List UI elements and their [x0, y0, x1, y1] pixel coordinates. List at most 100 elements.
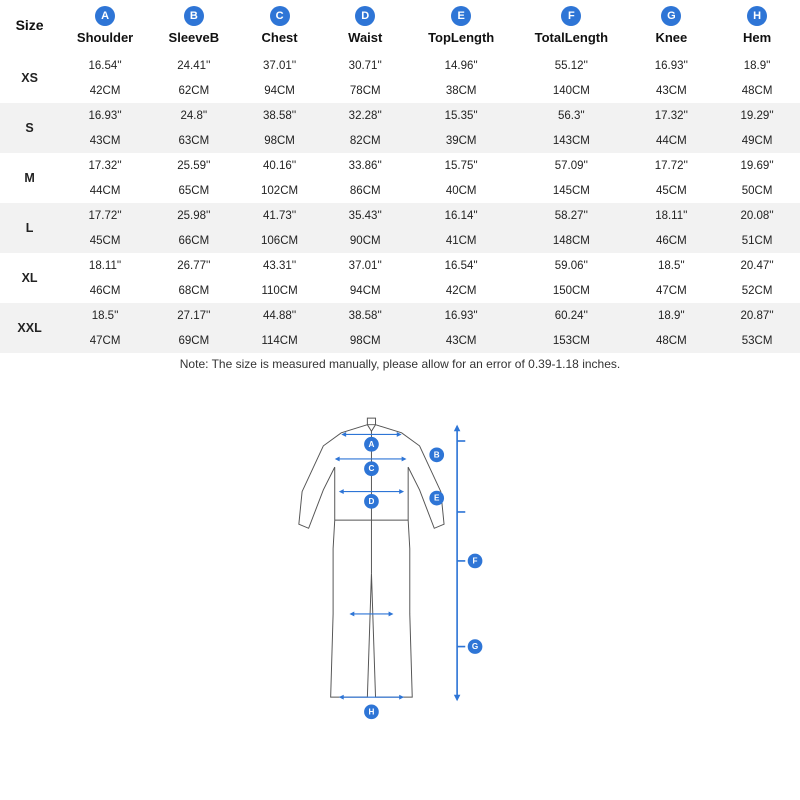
measure-inch-cell: 18.9'': [629, 303, 715, 328]
measure-inch-cell: 25.98'': [151, 203, 237, 228]
measure-cm-cell: 52CM: [714, 278, 800, 303]
col-header: F TotalLength: [514, 0, 628, 53]
col-badge: E: [451, 6, 471, 26]
measurement-ruler: [454, 425, 465, 702]
col-header: A Shoulder: [59, 0, 151, 53]
size-table-body: XS16.54''24.41''37.01''30.71''14.96''55.…: [0, 53, 800, 353]
measure-cm-cell: 66CM: [151, 228, 237, 253]
measure-cm-cell: 78CM: [322, 78, 408, 103]
measure-cm-cell: 40CM: [408, 178, 514, 203]
table-row: 42CM62CM94CM78CM38CM140CM43CM48CM: [0, 78, 800, 103]
measure-cm-cell: 44CM: [59, 178, 151, 203]
col-header: DWaist: [322, 0, 408, 53]
measure-inch-cell: 38.58'': [322, 303, 408, 328]
measure-inch-cell: 18.11'': [59, 253, 151, 278]
measure-cm-cell: 143CM: [514, 128, 628, 153]
measure-cm-cell: 94CM: [322, 278, 408, 303]
measure-cm-cell: 45CM: [59, 228, 151, 253]
col-label: Hem: [716, 30, 798, 45]
col-label: Shoulder: [61, 30, 149, 45]
measure-inch-cell: 40.16'': [237, 153, 323, 178]
measure-inch-cell: 30.71'': [322, 53, 408, 78]
measure-inch-cell: 59.06'': [514, 253, 628, 278]
svg-text:C: C: [369, 464, 375, 473]
measure-cm-cell: 63CM: [151, 128, 237, 153]
measure-inch-cell: 18.11'': [629, 203, 715, 228]
measure-inch-cell: 17.32'': [629, 103, 715, 128]
measure-inch-cell: 57.09'': [514, 153, 628, 178]
col-label: Waist: [324, 30, 406, 45]
col-badge: A: [95, 6, 115, 26]
measure-inch-cell: 56.3'': [514, 103, 628, 128]
measure-cm-cell: 62CM: [151, 78, 237, 103]
col-badge: G: [661, 6, 681, 26]
size-header-cell: Size: [0, 0, 59, 53]
measure-cm-cell: 43CM: [408, 328, 514, 353]
col-label: Chest: [239, 30, 321, 45]
col-label: SleeveB: [153, 30, 235, 45]
measure-inch-cell: 60.24'': [514, 303, 628, 328]
col-header: BSleeveB: [151, 0, 237, 53]
svg-text:F: F: [473, 556, 478, 565]
measure-inch-cell: 16.14'': [408, 203, 514, 228]
col-label: Knee: [631, 30, 713, 45]
measure-inch-cell: 35.43'': [322, 203, 408, 228]
measure-cm-cell: 145CM: [514, 178, 628, 203]
measure-inch-cell: 41.73'': [237, 203, 323, 228]
measure-inch-cell: 17.72'': [59, 203, 151, 228]
measure-inch-cell: 44.88'': [237, 303, 323, 328]
svg-text:E: E: [434, 494, 440, 503]
col-header: HHem: [714, 0, 800, 53]
measure-inch-cell: 20.87'': [714, 303, 800, 328]
measure-cm-cell: 82CM: [322, 128, 408, 153]
size-table: Size AShoulder BSleeveB CChest DWaist ET…: [0, 0, 800, 353]
measure-cm-cell: 65CM: [151, 178, 237, 203]
measure-inch-cell: 19.69'': [714, 153, 800, 178]
measure-cm-cell: 38CM: [408, 78, 514, 103]
measure-inch-cell: 27.17'': [151, 303, 237, 328]
measure-cm-cell: 44CM: [629, 128, 715, 153]
garment-diagram-wrap: ABCDEFGH: [0, 373, 800, 755]
garment-collar: [367, 425, 375, 432]
measure-inch-cell: 16.54'': [59, 53, 151, 78]
table-row: 44CM65CM102CM86CM40CM145CM45CM50CM: [0, 178, 800, 203]
col-label: TopLength: [410, 30, 512, 45]
measure-cm-cell: 47CM: [629, 278, 715, 303]
measure-cm-cell: 102CM: [237, 178, 323, 203]
size-name-cell: S: [0, 103, 59, 153]
table-row: XL18.11''26.77''43.31''37.01''16.54''59.…: [0, 253, 800, 278]
svg-text:H: H: [369, 707, 375, 716]
measure-inch-cell: 16.93'': [408, 303, 514, 328]
table-row: L17.72''25.98''41.73''35.43''16.14''58.2…: [0, 203, 800, 228]
measure-cm-cell: 43CM: [59, 128, 151, 153]
measure-cm-cell: 94CM: [237, 78, 323, 103]
measure-cm-cell: 98CM: [237, 128, 323, 153]
measure-cm-cell: 114CM: [237, 328, 323, 353]
table-row: 46CM68CM110CM94CM42CM150CM47CM52CM: [0, 278, 800, 303]
size-header-label: Size: [16, 17, 44, 33]
measurement-note: Note: The size is measured manually, ple…: [0, 353, 800, 373]
measure-cm-cell: 106CM: [237, 228, 323, 253]
table-row: 45CM66CM106CM90CM41CM148CM46CM51CM: [0, 228, 800, 253]
measure-inch-cell: 15.35'': [408, 103, 514, 128]
svg-text:G: G: [472, 642, 478, 651]
measure-cm-cell: 42CM: [59, 78, 151, 103]
garment-diagram: ABCDEFGH: [245, 375, 555, 755]
size-name-cell: M: [0, 153, 59, 203]
measure-cm-cell: 68CM: [151, 278, 237, 303]
col-label: TotalLength: [516, 30, 626, 45]
measure-cm-cell: 110CM: [237, 278, 323, 303]
measure-cm-cell: 153CM: [514, 328, 628, 353]
measure-inch-cell: 37.01'': [322, 253, 408, 278]
measure-cm-cell: 90CM: [322, 228, 408, 253]
measure-inch-cell: 58.27'': [514, 203, 628, 228]
measure-cm-cell: 53CM: [714, 328, 800, 353]
size-name-cell: L: [0, 203, 59, 253]
measure-cm-cell: 140CM: [514, 78, 628, 103]
svg-text:D: D: [369, 497, 375, 506]
measure-cm-cell: 42CM: [408, 278, 514, 303]
measurement-badges: ABCDEFGH: [364, 437, 482, 719]
col-badge: F: [561, 6, 581, 26]
measure-cm-cell: 39CM: [408, 128, 514, 153]
size-name-cell: XL: [0, 253, 59, 303]
